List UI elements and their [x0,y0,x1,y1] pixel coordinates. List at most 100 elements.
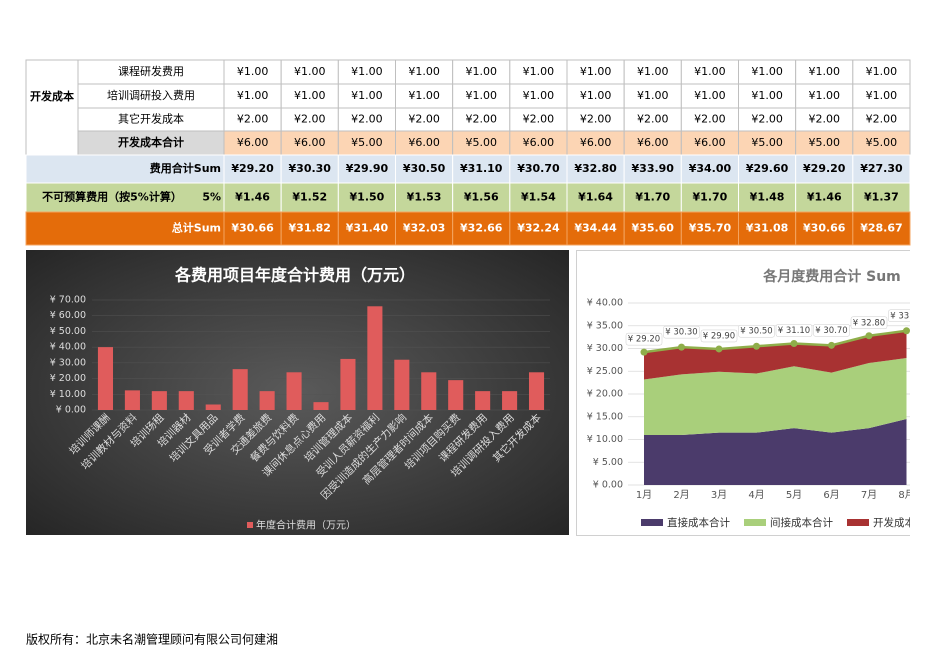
summary-label: 总计Sum [172,221,221,235]
data-label: ¥ 29.90 [703,331,735,341]
cell-value: ¥1.00 [751,89,783,102]
cell-value: ¥1.50 [350,191,385,204]
y-tick-label: ¥ 60.00 [50,310,86,321]
line-marker [903,327,910,335]
cell [452,59,511,85]
cell-value: ¥1.00 [694,65,726,78]
legend-label: 直接成本合计 [667,516,730,529]
cell [223,130,282,156]
bar [448,380,464,410]
legend-swatch [641,519,663,526]
group-cell [25,59,79,156]
cell-value: ¥1.54 [521,191,556,204]
row-label-cell [77,59,225,85]
cell-value: ¥34.44 [574,222,617,235]
cell-value: ¥2.00 [466,113,498,126]
line-marker [640,348,648,356]
cell [566,83,625,109]
cell-value: ¥1.53 [407,191,442,204]
data-label: ¥ 29.20 [628,335,660,345]
cell-value: ¥5.00 [866,136,898,149]
legend-swatch [744,519,766,526]
cell [566,59,625,85]
bar [97,347,114,410]
cell-value: ¥1.00 [637,65,669,78]
bar [340,358,356,410]
cell-value: ¥6.00 [237,136,269,149]
cell [852,130,911,156]
cell-value: ¥1.00 [580,65,612,78]
cell-value: ¥32.24 [517,222,560,235]
data-label-box [625,332,663,346]
cell-value: ¥2.00 [408,113,440,126]
y-tick-label: ¥ 10.00 [50,389,86,400]
cell-value: ¥1.00 [866,89,898,102]
cell-value: ¥1.70 [693,191,728,204]
cell [738,154,797,184]
cell-value: ¥1.00 [866,65,898,78]
cell-value: ¥33.90 [632,162,675,175]
cell-value: ¥2.00 [523,113,555,126]
cell-value: ¥34.00 [689,162,732,175]
cell-value: ¥6.00 [408,136,440,149]
legend-label: 年度合计费用（万元） [256,519,356,532]
cell [623,211,682,246]
cell [509,211,568,246]
cell-value: ¥30.66 [231,222,274,235]
bar [259,391,275,410]
cell-value: ¥29.90 [346,162,389,175]
cell-value: ¥35.60 [632,222,675,235]
cell [395,83,454,109]
cell-value: ¥30.30 [289,162,332,175]
cell-value: ¥31.82 [289,222,331,235]
data-label: ¥ 31.10 [778,326,810,336]
cell [795,211,854,246]
cell [223,154,282,184]
cell [680,59,739,85]
x-tick-label: 3月 [711,489,727,501]
cell-value: ¥1.46 [807,191,842,204]
cell-value: ¥1.00 [637,89,669,102]
bar [178,391,194,410]
cell [452,182,511,213]
cell-value: ¥2.00 [751,113,783,126]
cell-value: ¥1.00 [408,89,440,102]
cell [566,182,625,213]
bar [313,402,329,410]
data-label-box [700,329,738,343]
area-chart: 各月度费用合计 Sum ¥ 0.00 ¥ 5.00 ¥ 10.00 ¥ 15.00 ¥ 2… [587,268,936,529]
y-tick-label: ¥ 5.00 [593,457,623,468]
y-tick-label: ¥ 35.00 [587,320,623,331]
cell [795,59,854,85]
cell-value: ¥1.00 [580,89,612,102]
cell-value: ¥2.00 [694,113,726,126]
cell-value: ¥1.46 [235,191,270,204]
data-label: ¥ 30.50 [740,327,772,337]
cell-value: ¥30.70 [517,162,560,175]
bar [528,372,545,410]
y-tick-label: ¥ 50.00 [50,326,86,337]
bar [124,390,140,410]
cell-value: ¥1.00 [751,65,783,78]
y-tick-label: ¥ 10.00 [587,434,623,445]
cell-value: ¥1.00 [351,89,383,102]
cell [280,83,339,109]
data-label: ¥ 33.90 [890,311,922,321]
cell-value: ¥1.00 [294,89,326,102]
bar [394,359,410,410]
cell-value: ¥1.00 [466,89,498,102]
cell-value: ¥1.00 [523,65,555,78]
cell-value: ¥27.30 [860,162,903,175]
cell-value: ¥1.52 [292,191,327,204]
cell-value: ¥2.00 [294,113,326,126]
cell [223,211,282,246]
data-label-box [775,324,813,337]
cell-value: ¥35.70 [689,222,732,235]
cell-value: ¥28.67 [860,222,902,235]
cell-value: ¥6.00 [523,136,555,149]
data-label-box [888,309,910,323]
cell-value: ¥30.66 [803,222,846,235]
legend-label: 开发成本合计 [873,516,936,529]
bar [421,372,437,410]
